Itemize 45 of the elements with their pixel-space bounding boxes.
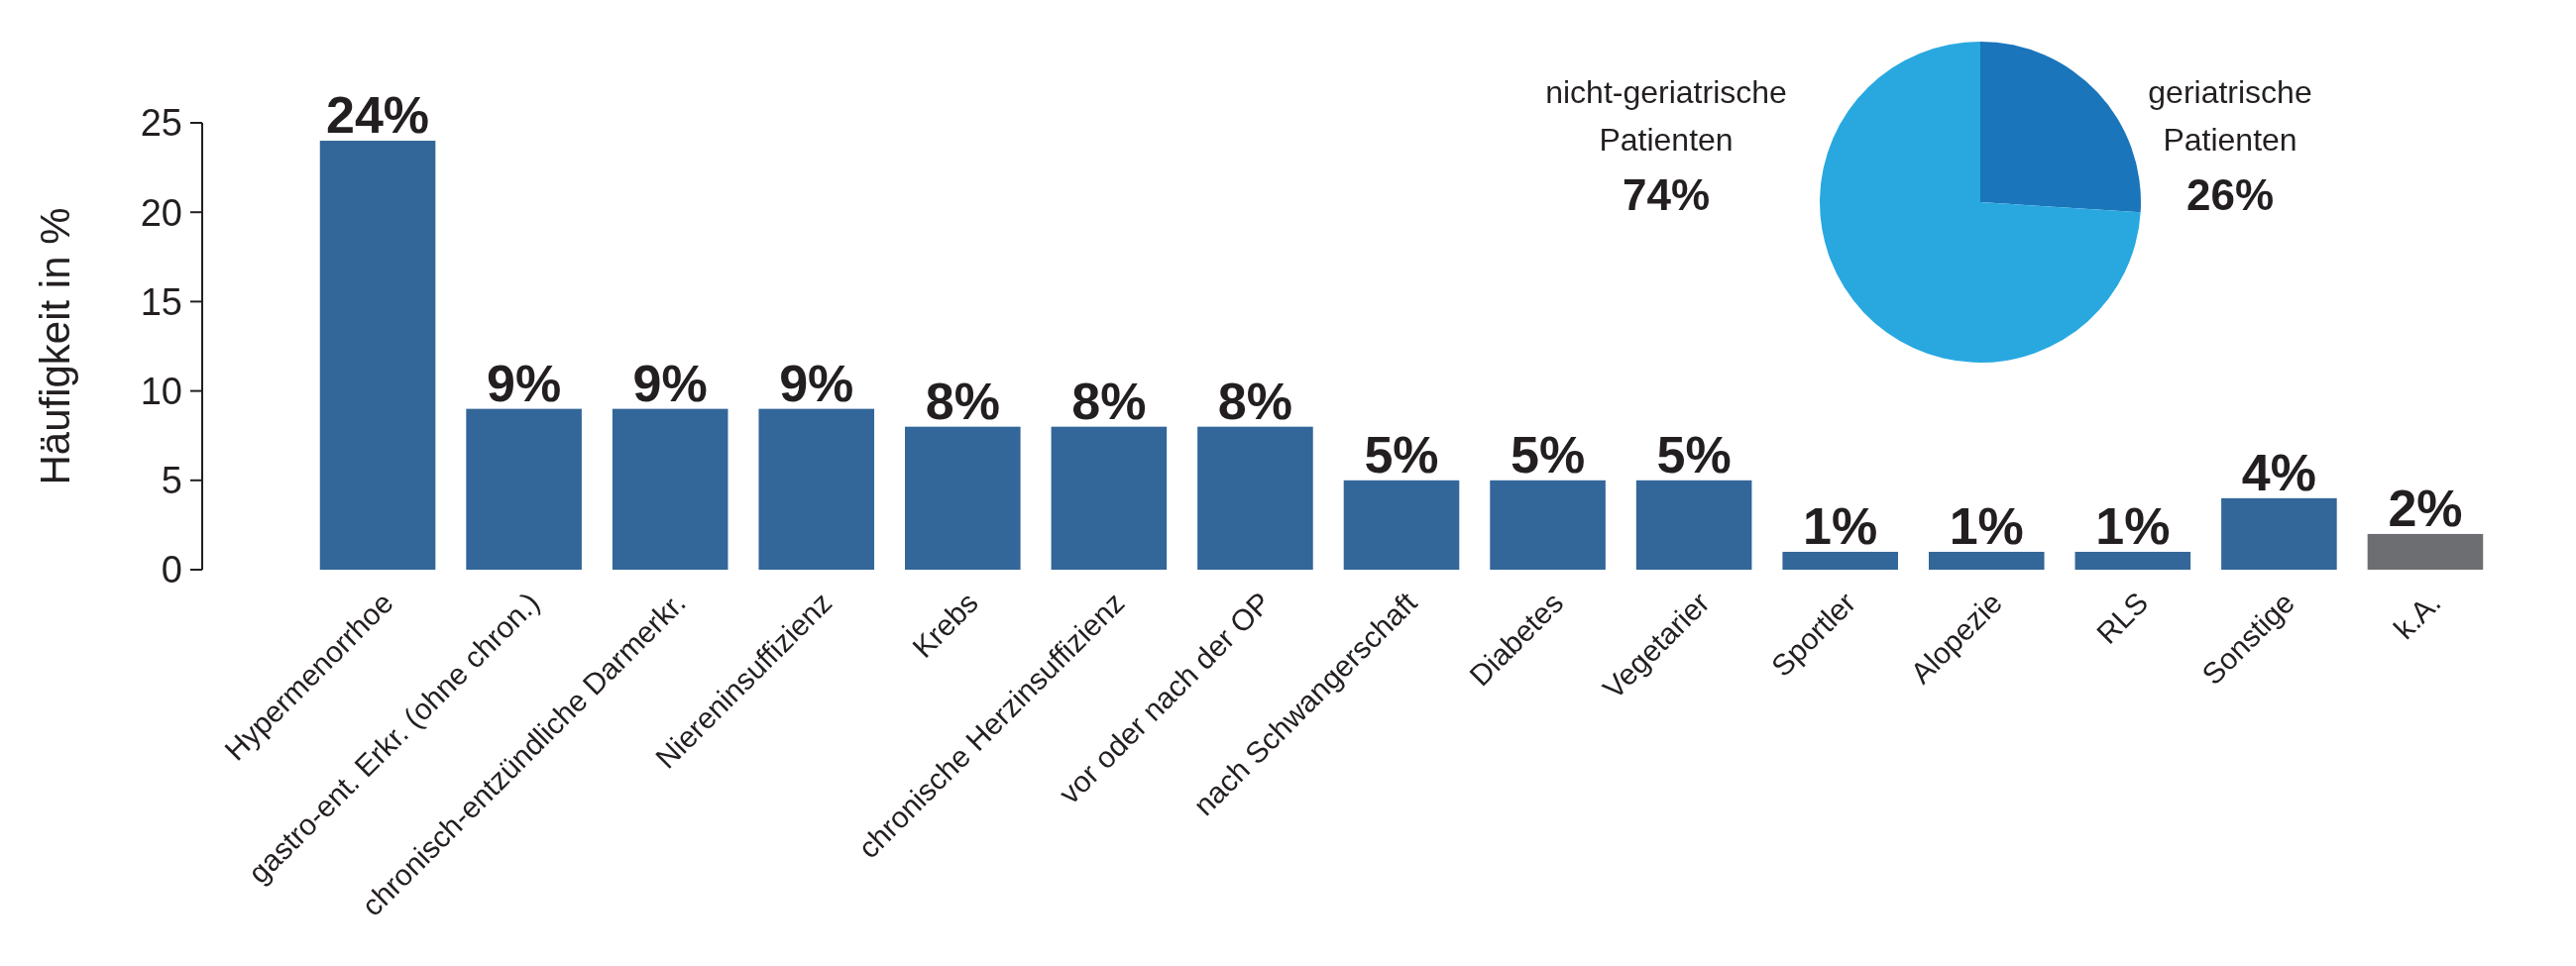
y-axis-title: Häufigkeit in % bbox=[32, 207, 78, 485]
data-label: 9% bbox=[487, 354, 562, 412]
pie-slice bbox=[1820, 42, 2141, 363]
y-tick-label: 5 bbox=[161, 460, 182, 502]
bar bbox=[1782, 551, 1898, 570]
data-label: 1% bbox=[2095, 496, 2171, 555]
data-label: 9% bbox=[779, 354, 854, 412]
data-label: 5% bbox=[1364, 425, 1439, 483]
y-tick-label: 25 bbox=[140, 102, 182, 145]
data-label: 8% bbox=[1217, 372, 1293, 430]
data-label: 8% bbox=[925, 372, 1000, 430]
y-tick-label: 20 bbox=[140, 191, 182, 234]
data-label: 4% bbox=[2241, 443, 2316, 501]
y-tick-label: 15 bbox=[140, 280, 182, 323]
bar bbox=[758, 408, 875, 570]
slice-label: geriatrische Patienten bbox=[2148, 74, 2312, 158]
data-label: 1% bbox=[1949, 496, 2024, 555]
data-label: 1% bbox=[1803, 496, 1878, 555]
data-label: 74% bbox=[1622, 170, 1711, 219]
data-label: 2% bbox=[2388, 479, 2463, 537]
data-label: 5% bbox=[1510, 425, 1586, 483]
data-label: 8% bbox=[1071, 372, 1147, 430]
bar bbox=[319, 141, 436, 570]
bar bbox=[2074, 551, 2191, 570]
data-label: 9% bbox=[632, 354, 708, 412]
x-tick-label: RLS bbox=[2089, 586, 2155, 650]
x-tick-label: k.A. bbox=[2387, 586, 2447, 646]
pie-slice bbox=[1980, 42, 2141, 213]
data-label: 5% bbox=[1656, 425, 1732, 483]
bar bbox=[612, 408, 728, 570]
slice-label: nicht-geriatrische Patienten bbox=[1545, 74, 1787, 158]
bar bbox=[1635, 480, 1752, 570]
bar bbox=[1051, 426, 1168, 570]
bar bbox=[1928, 551, 2045, 570]
y-tick-label: 10 bbox=[140, 370, 182, 412]
bar bbox=[1197, 426, 1313, 570]
bar bbox=[466, 408, 582, 570]
bar bbox=[905, 426, 1021, 570]
data-label: 26% bbox=[2185, 170, 2275, 219]
data-label: 24% bbox=[326, 86, 430, 145]
bar bbox=[1490, 480, 1606, 570]
bar bbox=[2221, 497, 2337, 570]
y-tick-label: 0 bbox=[161, 549, 182, 591]
bar bbox=[2367, 533, 2484, 570]
bar bbox=[1343, 480, 1460, 570]
